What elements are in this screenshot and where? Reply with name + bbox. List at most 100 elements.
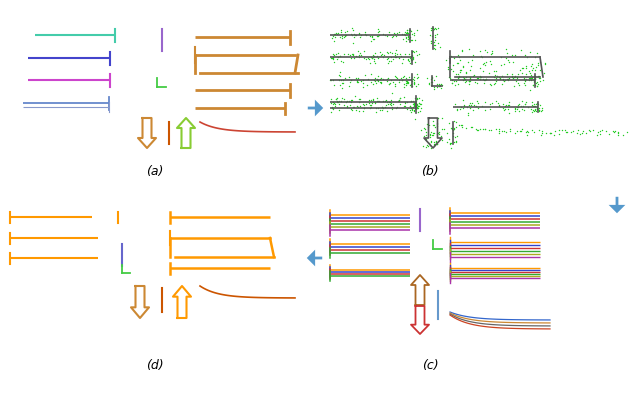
Point (407, 52, 417, 59)
Point (581, 130, 591, 136)
Point (465, 75, 476, 82)
Point (373, 73, 383, 80)
Point (380, 104, 390, 110)
Point (488, 81, 499, 87)
Point (406, 28, 417, 35)
Point (517, 126, 527, 132)
Point (531, 80, 541, 86)
Point (531, 63, 541, 70)
Point (451, 119, 461, 125)
Point (472, 80, 482, 86)
Point (516, 103, 526, 109)
Point (412, 95, 422, 101)
Point (479, 126, 490, 132)
Point (485, 100, 495, 107)
Point (336, 28, 346, 35)
Point (503, 106, 513, 112)
Point (430, 36, 440, 43)
Point (378, 31, 388, 37)
Point (534, 74, 545, 81)
Point (392, 104, 402, 110)
Point (333, 50, 343, 56)
Point (434, 83, 444, 89)
Point (356, 78, 367, 84)
Point (380, 32, 390, 38)
Point (514, 108, 524, 114)
Point (463, 59, 473, 65)
Point (501, 101, 511, 108)
Point (382, 108, 392, 114)
Point (532, 101, 543, 108)
Point (367, 55, 378, 61)
Point (572, 130, 582, 136)
Point (411, 100, 421, 106)
Point (474, 126, 484, 132)
Point (385, 80, 396, 86)
Point (512, 104, 522, 110)
Point (334, 101, 344, 107)
Point (408, 76, 419, 82)
Point (497, 72, 508, 79)
Point (407, 106, 417, 112)
Point (475, 76, 485, 83)
Point (436, 115, 447, 121)
Point (369, 99, 380, 105)
Point (431, 141, 442, 147)
Point (463, 78, 474, 84)
Point (407, 48, 417, 54)
Point (383, 101, 394, 107)
Point (433, 115, 444, 121)
Point (529, 76, 540, 82)
Point (444, 73, 454, 80)
Point (348, 51, 358, 58)
Point (360, 101, 371, 108)
Point (495, 54, 506, 61)
Point (613, 128, 623, 135)
Point (497, 105, 508, 112)
Point (394, 79, 404, 85)
Point (372, 33, 383, 39)
Point (394, 55, 404, 61)
Point (426, 82, 436, 88)
Point (494, 103, 504, 110)
Point (405, 98, 415, 104)
Point (356, 32, 366, 38)
Point (443, 66, 453, 72)
Point (530, 107, 540, 113)
Point (465, 74, 475, 80)
Point (351, 75, 361, 82)
Point (433, 131, 444, 138)
Point (454, 74, 465, 81)
Point (444, 136, 454, 142)
Point (347, 24, 357, 31)
Point (340, 74, 350, 81)
Point (412, 71, 422, 78)
Point (521, 99, 531, 105)
Point (465, 78, 475, 84)
Point (504, 98, 515, 105)
Point (399, 73, 410, 79)
Point (455, 67, 465, 73)
Point (429, 84, 440, 90)
Point (346, 77, 356, 84)
Point (376, 80, 387, 87)
Point (406, 105, 416, 112)
Point (523, 129, 533, 135)
Point (479, 80, 490, 87)
Point (502, 71, 513, 77)
Point (358, 104, 369, 111)
Point (428, 25, 438, 31)
Point (513, 102, 523, 108)
Point (341, 32, 351, 38)
Point (445, 53, 456, 59)
Point (397, 36, 408, 43)
Point (412, 104, 422, 111)
Point (511, 106, 522, 113)
Point (378, 54, 388, 60)
Point (451, 105, 461, 112)
Point (446, 79, 456, 85)
Point (359, 55, 369, 61)
Point (510, 130, 520, 136)
Point (420, 136, 431, 142)
Point (408, 98, 418, 104)
